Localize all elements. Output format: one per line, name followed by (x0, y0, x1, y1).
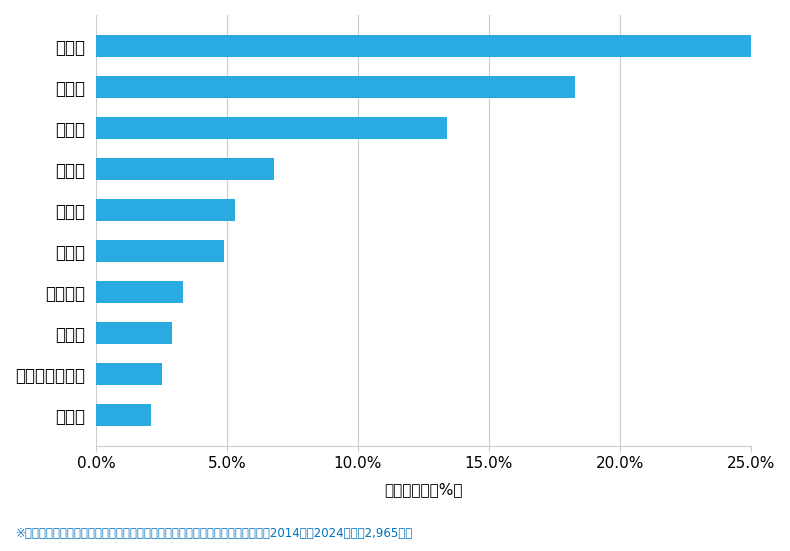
Bar (96, 240, 224, 262)
Bar (96, 280, 182, 303)
Bar (96, 404, 151, 426)
Bar (96, 158, 274, 180)
X-axis label: 件数の割合（%）: 件数の割合（%） (384, 483, 463, 498)
Text: ※弊社受付の案件を対象に、受付時に市区町村の回答があったものを集計（期間2014年～2024年、計2,965件）: ※弊社受付の案件を対象に、受付時に市区町村の回答があったものを集計（期間2014… (16, 527, 413, 540)
Bar (96, 199, 235, 221)
Bar (96, 75, 575, 98)
Bar (96, 117, 447, 139)
Bar (96, 35, 758, 57)
Bar (96, 322, 172, 344)
Bar (96, 363, 162, 385)
